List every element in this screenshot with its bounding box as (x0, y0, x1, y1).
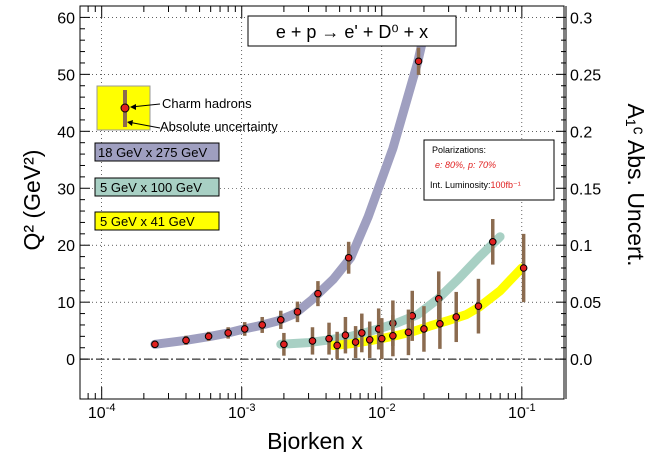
data-point (204, 332, 213, 341)
x-tick-label: 10-1 (508, 402, 536, 422)
legend-bar-label: Absolute uncertainty (160, 119, 278, 134)
axes: 10-4 10-3 10-2 10-101020304050600.00.050.10… (57, 6, 601, 422)
data-point (224, 329, 232, 337)
info-polarizations-values: e: 80%, p: 70% (435, 160, 496, 170)
data-point (389, 331, 397, 340)
x-tick-label-exponent: -1 (526, 402, 536, 414)
y-left-tick-label: 10 (57, 295, 75, 312)
x-tick-label: 10-2 (368, 402, 396, 422)
data-point (436, 320, 444, 328)
y-right-tick-label: 0.2 (570, 124, 592, 141)
y-left-tick-label: 50 (57, 67, 75, 84)
y-axis-left-title: Q² (GeV²) (19, 150, 45, 251)
data-point (240, 325, 249, 333)
x-tick-label-base: 10 (368, 405, 386, 422)
info-polarizations-title: Polarizations: (432, 145, 486, 155)
series-label-1-text: 18 GeV x 275 GeV (98, 145, 207, 160)
data-point (358, 329, 366, 337)
info-luminosity-value: 100fb⁻¹ (491, 180, 521, 190)
data-point (488, 238, 497, 246)
data-point (351, 338, 360, 346)
data-point (258, 321, 267, 329)
x-tick-label-exponent: -3 (246, 402, 256, 414)
x-tick-label-base: 10 (508, 405, 526, 422)
x-axis-title: Bjorken x (267, 428, 363, 452)
series-points (151, 47, 528, 360)
x-tick-label-base: 10 (228, 405, 246, 422)
data-point (452, 313, 461, 321)
series-label-3-text: 5 GeV x 41 GeV (100, 214, 195, 229)
series-label-3: 5 GeV x 41 GeV (94, 211, 220, 231)
chart-title: e + p → e' + D⁰ + x (276, 22, 428, 42)
legend-marker-box: Charm hadrons Absolute uncertainty (96, 85, 278, 134)
series-label-2: 5 GeV x 100 GeV (94, 177, 220, 197)
x-tick-label: 10-3 (228, 402, 256, 422)
title-box: e + p → e' + D⁰ + x (247, 15, 457, 47)
data-point (404, 328, 413, 337)
y-right-tick-label: 0.05 (570, 295, 601, 312)
x-tick-label-base: 10 (88, 405, 106, 422)
y-left-tick-label: 60 (57, 10, 75, 27)
legend-marker-arrowhead (130, 104, 136, 110)
series-label-1: 18 GeV x 275 GeV (94, 142, 220, 162)
y-left-tick-label: 20 (57, 238, 75, 255)
data-point (377, 334, 386, 343)
data-point (420, 325, 428, 333)
data-point (182, 336, 190, 345)
data-point (325, 334, 333, 343)
info-box: Polarizations: e: 80%, p: 70% Int. Lumin… (423, 139, 555, 201)
y-right-tick-label: 0.25 (570, 67, 601, 84)
data-point (519, 264, 528, 272)
y-right-tick-label: 0.1 (570, 238, 592, 255)
data-point (474, 302, 483, 310)
info-luminosity-label: Int. Luminosity: (430, 180, 491, 190)
x-tick-label-exponent: -4 (106, 402, 116, 414)
data-point (276, 316, 285, 324)
data-point (293, 308, 302, 316)
y-left-tick-label: 30 (57, 181, 75, 198)
y-axis-right-title: A₁ᶜ Abs. Uncert. (623, 104, 649, 267)
y-left-tick-label: 0 (66, 352, 75, 369)
data-point (314, 289, 322, 298)
data-point (280, 340, 288, 349)
y-right-tick-label: 0.3 (570, 10, 592, 27)
legend-marker-dot (120, 103, 130, 113)
data-point (414, 57, 423, 66)
data-point (333, 341, 341, 350)
data-point (308, 337, 317, 345)
data-point (341, 331, 350, 340)
data-point (365, 335, 374, 344)
legend-bar-arrowhead (127, 120, 133, 126)
x-tick-label-exponent: -2 (386, 402, 396, 414)
x-tick-label: 10-4 (88, 402, 116, 422)
y-left-tick-label: 40 (57, 124, 75, 141)
data-point (344, 253, 353, 262)
y-right-tick-label: 0.15 (570, 181, 601, 198)
legend-bar-arrow (127, 121, 161, 129)
data-point (151, 340, 159, 349)
plot-frame (79, 5, 565, 400)
legend-marker-label: Charm hadrons (162, 96, 252, 111)
y-right-tick-label: 0.0 (570, 352, 592, 369)
info-luminosity: Int. Luminosity:100fb⁻¹ (430, 180, 521, 190)
series-label-2-text: 5 GeV x 100 GeV (100, 180, 202, 195)
